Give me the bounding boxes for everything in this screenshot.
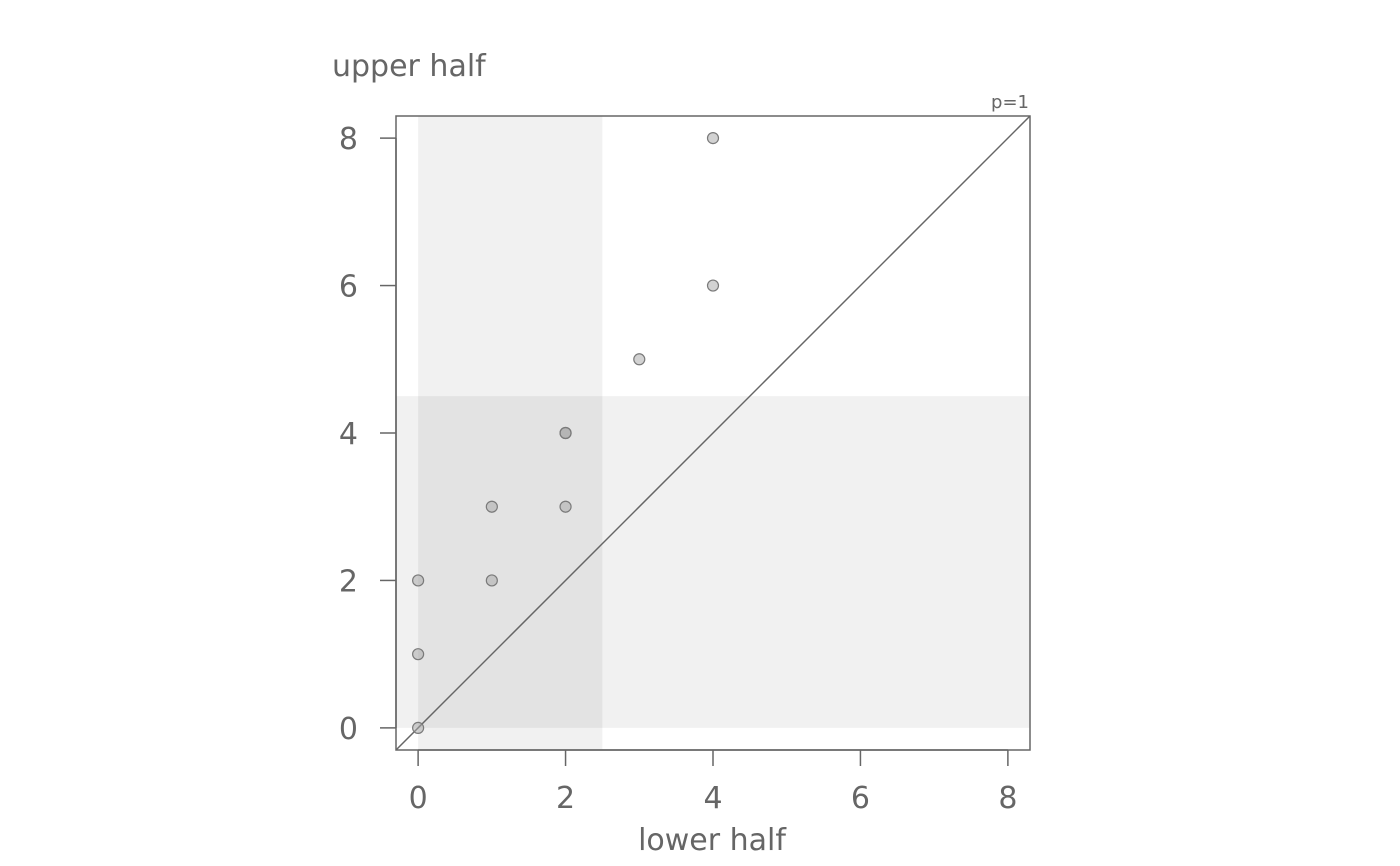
data-point bbox=[412, 574, 425, 587]
y-tick-label: 8 bbox=[339, 122, 358, 157]
x-tick-label: 4 bbox=[703, 781, 722, 816]
data-point bbox=[706, 132, 720, 145]
x-tick-label: 8 bbox=[998, 781, 1017, 816]
x-tick-label: 6 bbox=[851, 781, 870, 816]
data-point bbox=[633, 353, 646, 366]
data-point bbox=[706, 279, 720, 292]
data-point bbox=[485, 500, 498, 513]
y-tick-label: 6 bbox=[339, 270, 358, 305]
x-axis: 0 2 4 6 8 bbox=[409, 749, 1017, 816]
x-axis-label: lower half bbox=[638, 823, 787, 858]
y-tick-label: 4 bbox=[339, 417, 358, 452]
data-point bbox=[485, 574, 498, 587]
data-point bbox=[559, 426, 572, 440]
data-points bbox=[412, 132, 720, 734]
x-tick-label: 2 bbox=[556, 781, 575, 816]
x-tick-label: 0 bbox=[409, 781, 428, 816]
shaded-band-y bbox=[396, 396, 1030, 728]
y-axis-label: upper half bbox=[332, 49, 487, 84]
p-value-annotation: p=1 bbox=[991, 92, 1029, 113]
shaded-bands bbox=[396, 116, 1030, 750]
shaded-band-x bbox=[418, 116, 603, 750]
data-point bbox=[559, 500, 572, 513]
data-point bbox=[412, 721, 425, 734]
diagonal-reference-line bbox=[395, 115, 1031, 751]
data-point bbox=[412, 648, 425, 661]
y-tick-label: 2 bbox=[339, 564, 358, 599]
y-axis: 0 2 4 6 8 bbox=[339, 122, 397, 747]
y-tick-label: 0 bbox=[339, 712, 358, 747]
